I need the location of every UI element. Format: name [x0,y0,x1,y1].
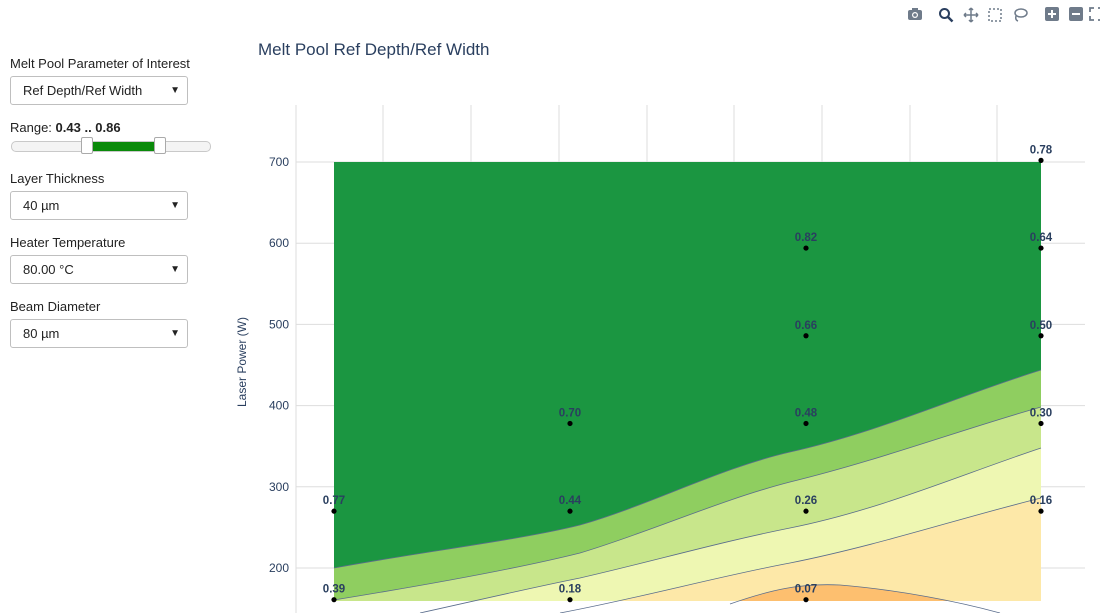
range-prefix: Range: [10,120,56,135]
plot-bottom-edge [334,601,1041,613]
data-point [567,508,573,514]
point-label: 0.77 [323,495,345,507]
y-axis-label: Laser Power (W) [235,317,249,407]
beam-diameter-dropdown[interactable]: 80 µm ▼ [10,319,188,348]
y-tick-label: 700 [269,155,289,169]
range-slider-min-handle[interactable] [81,137,93,154]
y-tick-label: 500 [269,317,289,331]
beam-diameter-value: 80 µm [23,326,60,341]
range-slider-fill [88,142,160,151]
data-point [331,508,337,514]
contour-line [559,497,1042,613]
data-point [803,333,809,339]
contour-line [333,369,1042,569]
point-label: 0.70 [559,407,581,419]
point-label: 0.64 [1030,232,1053,244]
chevron-down-icon: ▼ [170,85,180,96]
chevron-down-icon: ▼ [170,200,180,211]
zoom-icon[interactable] [936,7,956,27]
zoom-in-icon[interactable] [1042,7,1062,27]
heater-temperature-dropdown[interactable]: 80.00 °C ▼ [10,255,188,284]
y-tick-label: 600 [269,236,289,250]
parameter-dropdown[interactable]: Ref Depth/Ref Width ▼ [10,76,188,105]
range-readout: Range: 0.43 .. 0.86 [10,120,210,135]
y-tick-label: 200 [269,561,289,575]
contour-lines [333,369,1042,613]
autoscale-icon[interactable] [1086,7,1100,27]
point-label: 0.66 [795,320,817,332]
heater-temperature-value: 80.00 °C [23,262,74,277]
beam-diameter-label: Beam Diameter [10,299,101,314]
control-panel: Melt Pool Parameter of Interest Ref Dept… [10,56,211,363]
point-label: 0.50 [1030,320,1052,332]
heater-temperature-label: Heater Temperature [10,235,126,250]
contour-line [333,406,1042,601]
data-point [567,597,573,603]
data-point [1038,333,1044,339]
point-label: 0.16 [1030,495,1052,507]
range-slider-max-handle[interactable] [154,137,166,154]
data-point [803,245,809,251]
data-point [567,420,573,427]
zoom-out-icon[interactable] [1066,7,1086,27]
parameter-value: Ref Depth/Ref Width [23,83,143,98]
camera-icon[interactable] [905,7,925,27]
contour-line [729,584,1001,613]
data-point [1038,157,1044,163]
point-label: 0.44 [559,495,582,507]
y-axis-ticks: 200 300 400 500 600 700 [269,155,289,575]
data-point [803,420,809,427]
contour-fills [334,162,1041,613]
parameter-label: Melt Pool Parameter of Interest [10,56,190,71]
layer-thickness-value: 40 µm [23,198,60,213]
data-points: 0.77 0.39 0.70 0.44 0.18 0.82 0.66 0.48 0.26 0.07… [323,144,1053,603]
chevron-down-icon: ▼ [170,328,180,339]
point-label: 0.78 [1030,144,1053,156]
layer-thickness-dropdown[interactable]: 40 µm ▼ [10,191,188,220]
contour-line [419,447,1042,613]
contour-band [560,498,1041,613]
data-point [331,597,337,603]
point-label: 0.48 [795,407,818,419]
data-point [1038,420,1044,427]
point-label: 0.30 [1030,407,1052,419]
data-point [1038,508,1044,514]
box-select-icon[interactable] [985,7,1005,27]
data-point [1038,245,1044,251]
data-point [803,597,809,603]
point-label: 0.18 [559,584,582,596]
layer-thickness-label: Layer Thickness [10,171,105,186]
point-label: 0.07 [795,584,817,596]
range-slider[interactable] [11,137,211,154]
range-value: 0.43 .. 0.86 [55,120,121,135]
y-tick-label: 300 [269,480,289,494]
point-label: 0.82 [795,232,817,244]
lasso-icon[interactable] [1010,7,1030,27]
pan-icon[interactable] [961,7,981,27]
y-tick-label: 400 [269,399,289,413]
point-label: 0.39 [323,584,345,596]
chevron-down-icon: ▼ [170,264,180,275]
data-point [803,508,809,514]
chart-title: Melt Pool Ref Depth/Ref Width [258,40,490,59]
point-label: 0.26 [795,495,817,507]
